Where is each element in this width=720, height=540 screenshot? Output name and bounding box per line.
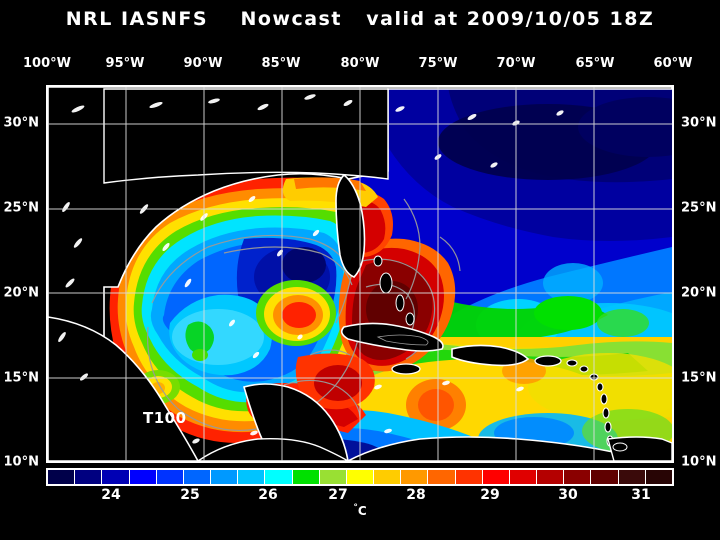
lon-tick-label-80w: 80°W xyxy=(340,56,380,71)
lat-tick-label-30n-left: 30°N xyxy=(3,115,39,131)
lat-tick-label-15n-left: 15°N xyxy=(3,370,39,386)
colorbar-segment-20 xyxy=(591,470,619,484)
lon-tick-label-75w: 75°W xyxy=(418,56,458,71)
degree-symbol: ° xyxy=(353,503,358,513)
colorbar-tick-30: 30 xyxy=(558,487,578,503)
colorbar-segment-21 xyxy=(618,470,646,484)
colorbar-unit-label: °C xyxy=(0,503,720,518)
lon-tick-label-65w: 65°W xyxy=(575,56,615,71)
colorbar-segment-8 xyxy=(265,470,293,484)
colorbar-segment-5 xyxy=(183,470,212,484)
colorbar-segment-15 xyxy=(455,470,483,484)
colorbar-segment-22 xyxy=(645,470,672,484)
colorbar-segment-2 xyxy=(102,470,130,484)
lon-tick-label-70w: 70°W xyxy=(496,56,536,71)
map-panel[interactable] xyxy=(46,85,674,463)
colorbar-segment-10 xyxy=(319,470,347,484)
colorbar-segment-16 xyxy=(482,470,510,484)
colorbar-segment-0 xyxy=(48,470,76,484)
colorbar-segment-18 xyxy=(537,470,565,484)
lat-tick-label-25n-right: 25°N xyxy=(681,200,717,216)
lon-tick-label-90w: 90°W xyxy=(183,56,223,71)
map-gridlines xyxy=(48,87,672,461)
figure-title: NRL IASNFS Nowcast valid at 2009/10/05 1… xyxy=(65,8,655,30)
colorbar-segment-14 xyxy=(428,470,456,484)
colorbar-segment-9 xyxy=(292,470,320,484)
lat-tick-label-25n-left: 25°N xyxy=(3,200,39,216)
colorbar-tick-28: 28 xyxy=(406,487,426,503)
colorbar-segment-17 xyxy=(509,470,538,484)
lat-tick-label-10n-right: 10°N xyxy=(681,454,717,470)
lat-tick-label-30n-right: 30°N xyxy=(681,115,717,131)
lat-tick-label-10n-left: 10°N xyxy=(3,454,39,470)
colorbar-tick-24: 24 xyxy=(101,487,121,503)
colorbar-segment-4 xyxy=(156,470,184,484)
lat-tick-label-20n-left: 20°N xyxy=(3,285,39,301)
data-gap-flecks xyxy=(58,94,564,444)
lon-tick-label-95w: 95°W xyxy=(105,56,145,71)
colorbar-segment-6 xyxy=(211,470,239,484)
colorbar-segment-7 xyxy=(238,470,266,484)
lon-tick-label-100w: 100°W xyxy=(23,56,71,71)
colorbar-segment-12 xyxy=(374,470,402,484)
celsius-letter: C xyxy=(357,504,367,518)
lat-tick-label-15n-right: 15°N xyxy=(681,370,717,386)
field-label-t100: T100 xyxy=(143,409,187,427)
colorbar-segment-1 xyxy=(75,470,103,484)
colorbar[interactable] xyxy=(46,468,674,486)
colorbar-tick-29: 29 xyxy=(480,487,500,503)
lon-tick-label-85w: 85°W xyxy=(261,56,301,71)
colorbar-tick-31: 31 xyxy=(631,487,651,503)
colorbar-tick-25: 25 xyxy=(180,487,200,503)
colorbar-tick-26: 26 xyxy=(258,487,278,503)
map-canvas xyxy=(48,87,672,461)
colorbar-segment-11 xyxy=(346,470,375,484)
colorbar-segment-19 xyxy=(564,470,592,484)
lon-tick-label-60w: 60°W xyxy=(653,56,693,71)
lat-tick-label-20n-right: 20°N xyxy=(681,285,717,301)
colorbar-tick-27: 27 xyxy=(328,487,348,503)
colorbar-segment-13 xyxy=(401,470,429,484)
sst-field-svg xyxy=(48,87,672,461)
colorbar-segment-3 xyxy=(129,470,157,484)
